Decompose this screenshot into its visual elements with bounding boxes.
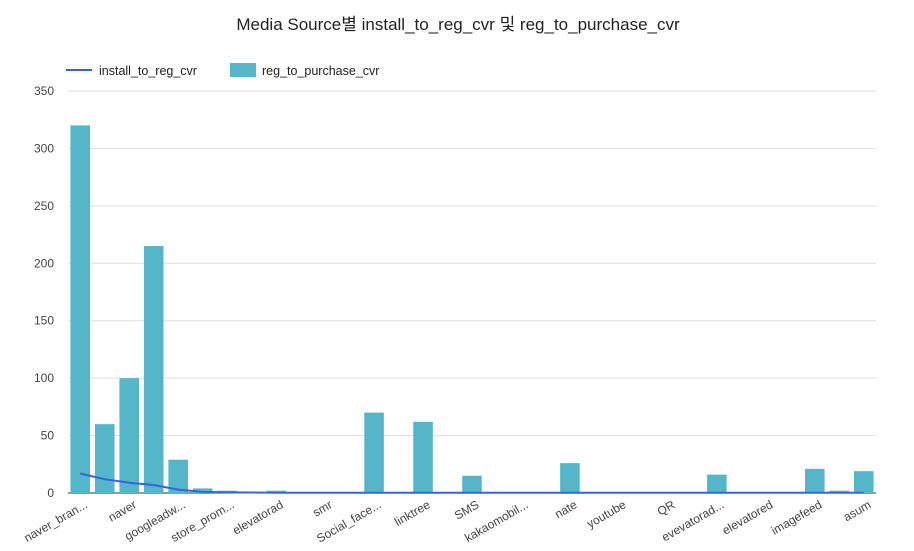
bar (192, 488, 213, 493)
bar (143, 246, 164, 493)
chart-title: Media Source별 install_to_reg_cvr 및 reg_t… (236, 15, 680, 34)
x-tick-label: QR (655, 497, 678, 518)
x-tick-label: imagefeed (769, 497, 825, 537)
x-tick-label: naver (106, 497, 139, 524)
legend: install_to_reg_cvr reg_to_purchase_cvr (66, 63, 379, 78)
bar (560, 463, 580, 493)
x-tick-label: elevatorad (230, 497, 286, 537)
bar (364, 412, 384, 493)
x-tick-label: youtube (584, 497, 628, 531)
y-tick-label: 150 (34, 314, 54, 328)
x-axis-ticks: naver_bran... navergoogleadw...store_prom… (21, 497, 873, 545)
y-tick-label: 200 (34, 256, 54, 270)
x-tick-label: linktree (392, 497, 433, 529)
bar (94, 424, 115, 493)
x-tick-label: asum (841, 497, 873, 524)
y-tick-label: 100 (34, 371, 54, 385)
bar (119, 378, 140, 493)
x-tick-label: smr (310, 497, 334, 519)
line-series (79, 472, 864, 494)
x-tick-label: elevatored (720, 497, 776, 537)
legend-label-reg-to-purchase-cvr: reg_to_purchase_cvr (262, 64, 379, 78)
x-tick-label: SMS (452, 497, 482, 522)
legend-bar-swatch (230, 63, 256, 77)
y-tick-label: 50 (41, 429, 55, 443)
gridlines (68, 90, 876, 494)
bar (70, 125, 91, 493)
legend-label-install-to-reg-cvr: install_to_reg_cvr (99, 64, 197, 78)
x-tick-label: naver_bran... (21, 497, 89, 544)
y-tick-label: 250 (34, 199, 54, 213)
bar (462, 475, 482, 493)
y-axis-ticks: 0 50 100 150 200 250 300 350 (34, 84, 54, 500)
bar (168, 459, 188, 493)
y-tick-label: 0 (47, 486, 54, 500)
x-tick-label: nate (552, 497, 580, 521)
bar (853, 471, 874, 493)
bar (413, 421, 433, 493)
bar-series (70, 125, 874, 493)
line-install-to-reg-cvr (79, 472, 864, 494)
y-tick-label: 350 (34, 84, 54, 98)
y-tick-label: 300 (34, 141, 54, 155)
bar (707, 474, 727, 493)
bar (804, 468, 825, 493)
